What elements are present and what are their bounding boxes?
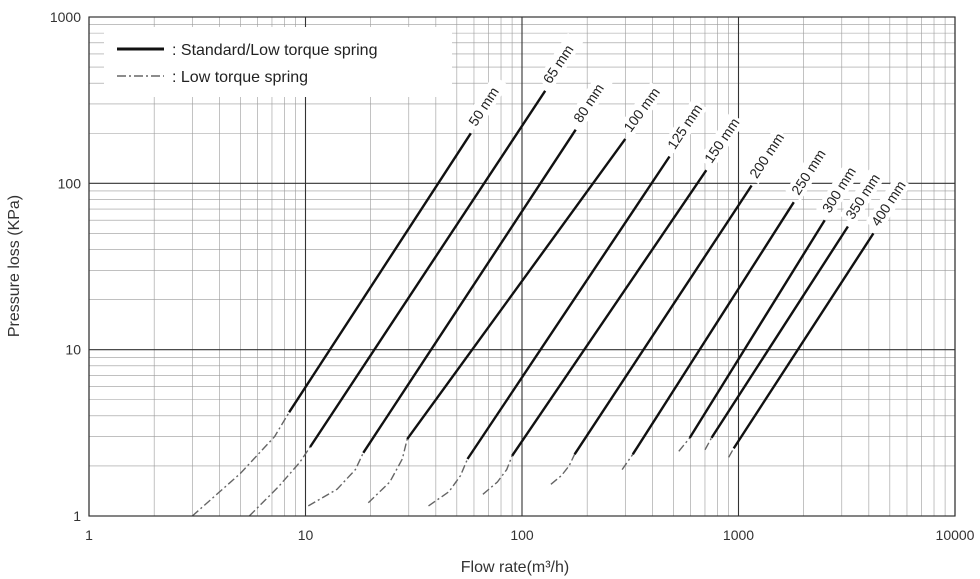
series-label-bg <box>462 75 509 132</box>
x-tick-label: 10 <box>298 527 314 543</box>
series-solid-line <box>710 225 849 439</box>
series-solid-line <box>732 232 875 450</box>
series-label-bg <box>743 127 790 185</box>
series-solid-line <box>309 90 547 448</box>
series-label: 100 mm <box>620 84 663 134</box>
series-label-group: 65 mm <box>537 32 583 90</box>
series-label-bg <box>816 161 862 219</box>
series-dashed-line <box>248 446 311 517</box>
y-tick-label: 10 <box>65 342 81 358</box>
series-solid-line <box>573 184 753 455</box>
series-solid-line <box>688 219 826 439</box>
series-label-bg <box>698 112 745 169</box>
series-solid-line <box>466 155 671 460</box>
x-tick-label: 10000 <box>936 527 975 543</box>
series-label-group: 100 mm <box>617 81 666 138</box>
series-solid-line <box>362 129 577 454</box>
series-solid-line <box>631 201 795 455</box>
tick-labels: 1 10 100 1000 10000 1 10 100 1000 <box>50 9 975 543</box>
series-label: 150 mm <box>701 115 743 166</box>
series-label: 200 mm <box>746 130 787 181</box>
series-solid-line <box>511 169 708 457</box>
series-dashed-line <box>307 452 364 507</box>
series-dashed-line <box>367 438 408 504</box>
series-dashed-line <box>678 437 691 452</box>
series-dashed-line <box>550 454 576 485</box>
series-solid-line <box>288 132 472 413</box>
series-label-bg <box>839 168 886 226</box>
series-dashed-line <box>482 455 513 495</box>
series-label-group: 125 mm <box>661 98 708 156</box>
series-label: 125 mm <box>664 101 705 152</box>
series-label-group: 150 mm <box>698 112 745 169</box>
series-label-group: 80 mm <box>567 71 614 129</box>
series-label-bg <box>661 98 708 156</box>
series-label-bg <box>567 71 614 129</box>
legend-dashed-label: : Low torque spring <box>172 69 308 86</box>
series-label-bg <box>617 81 666 138</box>
series-solid-line <box>406 138 627 440</box>
series-label-bg <box>865 175 911 232</box>
legend-box <box>104 27 452 97</box>
plot-frame <box>88 16 956 517</box>
series-dashed-line <box>621 453 634 471</box>
series-lines <box>191 90 875 517</box>
y-tick-label: 1 <box>73 508 81 524</box>
series-label-group: 50 mm <box>462 75 509 132</box>
series-dashed-line <box>428 458 469 507</box>
series-dashed-line <box>727 448 735 458</box>
x-axis-label: Flow rate(m³/h) <box>461 559 569 576</box>
legend: : Standard/Low torque spring : Low torqu… <box>104 27 452 97</box>
series-label-bg <box>537 32 583 90</box>
x-tick-label: 1 <box>85 527 93 543</box>
series-label-bg <box>785 143 831 201</box>
series-label-group: 200 mm <box>743 127 790 185</box>
x-tick-label: 100 <box>510 527 534 543</box>
y-tick-label: 100 <box>58 175 82 191</box>
series-label-group: 250 mm <box>785 143 831 201</box>
x-tick-label: 1000 <box>723 527 754 543</box>
series-label: 250 mm <box>788 146 829 197</box>
series-dashed-line <box>191 411 290 517</box>
y-axis-label: Pressure loss (KPa) <box>6 195 23 337</box>
y-tick-label: 1000 <box>50 9 81 25</box>
series-dashed-line <box>704 437 713 451</box>
legend-solid-label: : Standard/Low torque spring <box>172 42 377 59</box>
